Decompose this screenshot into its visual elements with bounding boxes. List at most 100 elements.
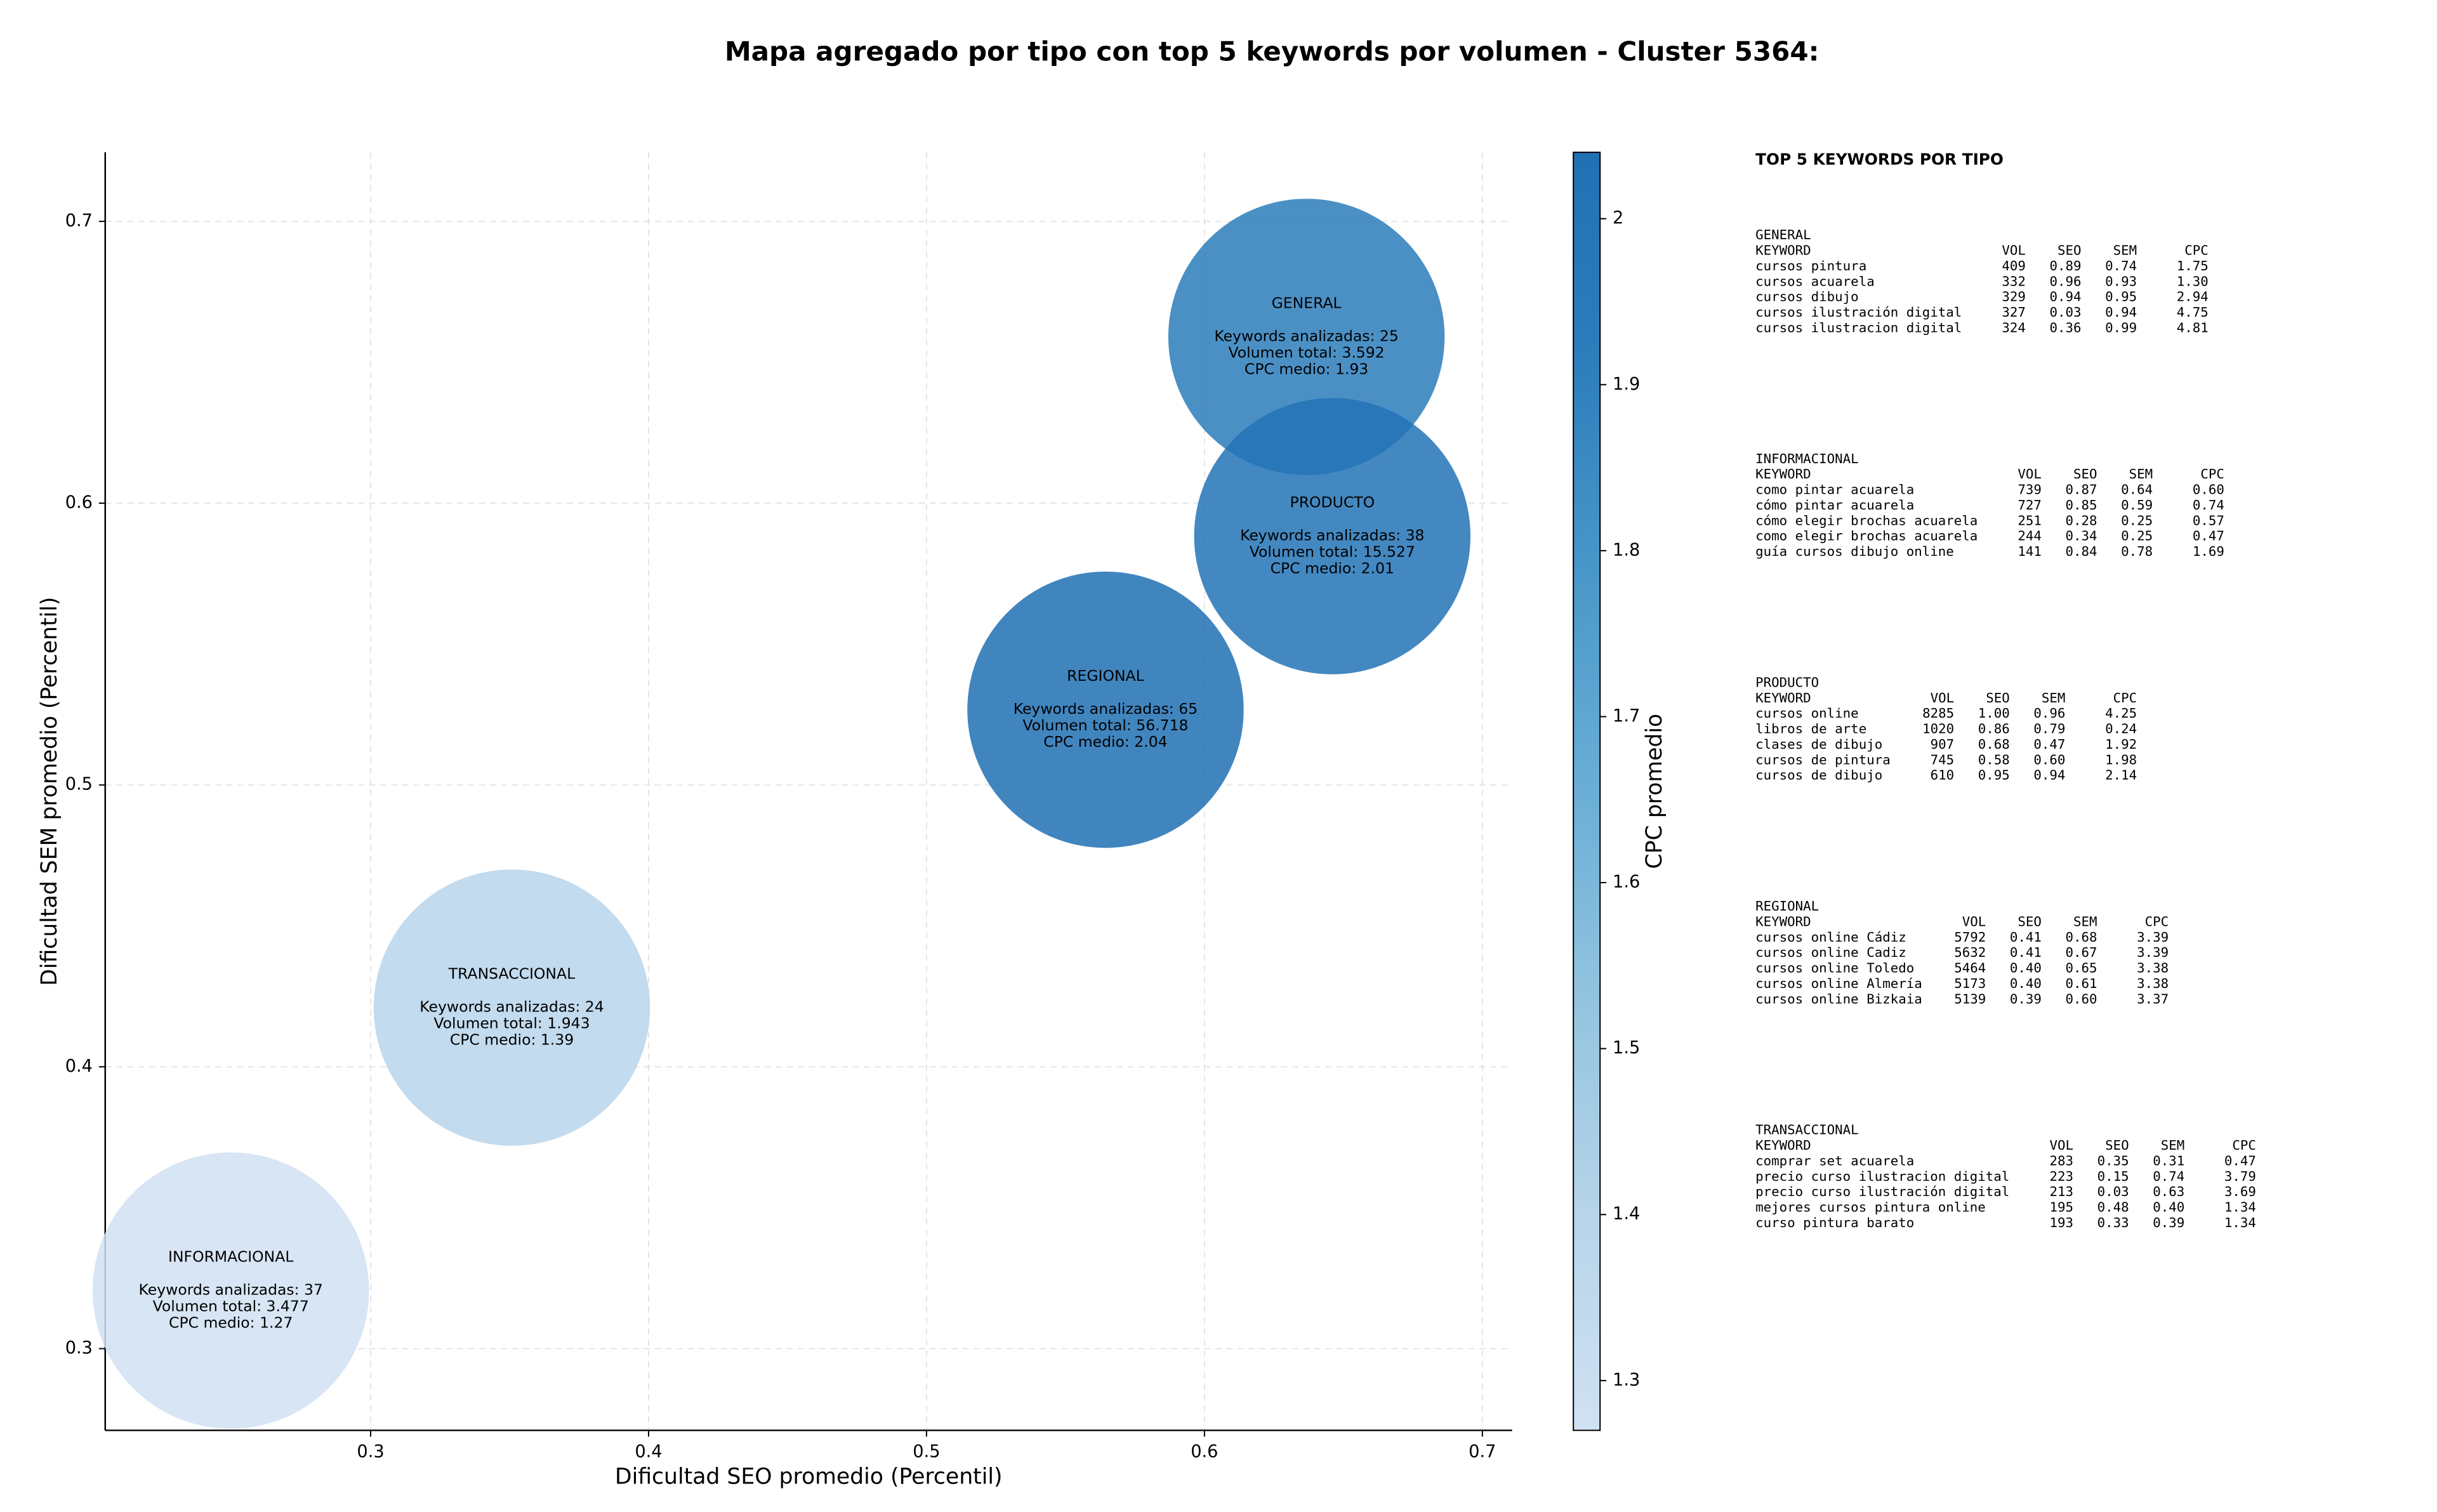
table-header: VOL: [2018, 466, 2042, 482]
table-cell: 324: [2002, 320, 2026, 335]
table-cell: 0.36: [2049, 320, 2081, 335]
bubble-annotation: CPC medio: 1.27: [169, 1313, 293, 1331]
bubble: [967, 571, 1244, 848]
table-cell: 0.87: [2066, 482, 2097, 497]
table-cell: 0.95: [1978, 768, 2010, 783]
table-header: SEM: [2042, 690, 2066, 706]
y-tick-label: 0.7: [65, 211, 93, 230]
table-cell: 0.89: [2049, 258, 2081, 273]
bubble: [1194, 398, 1471, 674]
table-cell: 2.94: [2177, 289, 2209, 305]
table-cell: 1020: [1922, 721, 1954, 737]
table-cell: cursos dibujo: [1755, 289, 1859, 305]
bubble-annotation: Volumen total: 56.718: [1022, 716, 1188, 734]
table-cell: libros de arte: [1755, 721, 1866, 737]
table-cell: 0.59: [2121, 497, 2153, 513]
colorbar-tick-label: 1.8: [1613, 540, 1640, 560]
bubble: [373, 869, 651, 1146]
bubble-annotation: Keywords analizadas: 25: [1214, 327, 1398, 345]
table-cell: 1.69: [2193, 544, 2224, 559]
bubble-annotation: Volumen total: 3.592: [1229, 343, 1385, 361]
bubble-name: GENERAL: [1272, 294, 1342, 312]
group-title: PRODUCTO: [1755, 674, 1819, 690]
table-cell: comprar set acuarela: [1755, 1153, 1914, 1168]
y-tick-label: 0.5: [65, 775, 93, 794]
bubble-annotation: Keywords analizadas: 38: [1240, 526, 1424, 544]
table-cell: 739: [2018, 482, 2042, 497]
table-header: CPC: [2145, 914, 2169, 929]
table-cell: 0.68: [2066, 930, 2097, 945]
table-cell: cursos ilustracion digital: [1755, 320, 1962, 335]
table-cell: 0.93: [2105, 273, 2137, 289]
x-tick-label: 0.6: [1191, 1442, 1218, 1461]
table-cell: 0.03: [2097, 1184, 2129, 1199]
table-header: CPC: [2200, 466, 2224, 482]
table-header: KEYWORD: [1755, 466, 1811, 482]
table-cell: 1.75: [2177, 258, 2209, 273]
table-cell: 3.39: [2137, 945, 2169, 960]
table-header: VOL: [1931, 690, 1955, 706]
table-cell: 1.34: [2224, 1200, 2256, 1215]
table-cell: 0.03: [2049, 305, 2081, 320]
table-cell: 5139: [1954, 991, 1986, 1006]
table-cell: 0.67: [2066, 945, 2097, 960]
table-cell: 1.92: [2105, 737, 2137, 752]
table-cell: cursos online Cádiz: [1755, 930, 1906, 945]
table-header: SEM: [2113, 243, 2137, 258]
bubble: [92, 1152, 369, 1429]
table-cell: 244: [2018, 529, 2042, 544]
table-cell: 141: [2018, 544, 2042, 559]
table-header: SEO: [1986, 690, 2010, 706]
x-tick-label: 0.3: [357, 1442, 384, 1461]
table-cell: 0.40: [2153, 1200, 2184, 1215]
table-cell: cursos acuarela: [1755, 273, 1875, 289]
group-title: REGIONAL: [1755, 898, 1819, 914]
table-cell: como pintar acuarela: [1755, 482, 1914, 497]
bubble-annotation: Keywords analizadas: 24: [419, 998, 604, 1016]
table-cell: 0.74: [2193, 497, 2224, 513]
table-cell: 327: [2002, 305, 2026, 320]
table-cell: 213: [2049, 1184, 2073, 1199]
bubble-annotation: Volumen total: 3.477: [153, 1297, 309, 1315]
table-cell: 0.34: [2066, 529, 2097, 544]
table-cell: cursos de pintura: [1755, 752, 1891, 767]
table-cell: 0.33: [2097, 1215, 2129, 1230]
table-header: KEYWORD: [1755, 243, 1811, 258]
table-cell: 1.30: [2177, 273, 2209, 289]
table-header: SEM: [2129, 466, 2153, 482]
table-cell: 0.58: [1978, 752, 2010, 767]
table-cell: 0.94: [2105, 305, 2137, 320]
table-cell: 0.85: [2066, 497, 2097, 513]
table-cell: 0.35: [2097, 1153, 2129, 1168]
bubble-name: TRANSACCIONAL: [448, 965, 575, 983]
bubble-annotation: CPC medio: 2.04: [1043, 733, 1167, 751]
table-cell: 3.39: [2137, 930, 2169, 945]
table-header: KEYWORD: [1755, 1138, 1811, 1153]
table-cell: cursos online Cadiz: [1755, 945, 1906, 960]
table-cell: 0.95: [2105, 289, 2137, 305]
table-cell: cursos de dibujo: [1755, 768, 1882, 783]
table-header: SEM: [2161, 1138, 2185, 1153]
table-cell: cursos ilustración digital: [1755, 305, 1962, 320]
table-cell: 0.25: [2121, 529, 2153, 544]
table-cell: cursos pintura: [1755, 258, 1866, 273]
table-cell: 0.64: [2121, 482, 2153, 497]
table-cell: precio curso ilustración digital: [1755, 1184, 2009, 1199]
panel-title: TOP 5 KEYWORDS POR TIPO: [1755, 150, 2004, 168]
table-cell: 0.57: [2193, 513, 2224, 528]
table-cell: 0.60: [2033, 752, 2065, 767]
table-header: VOL: [1962, 914, 1986, 929]
y-tick-label: 0.6: [65, 493, 93, 513]
table-cell: 0.60: [2193, 482, 2224, 497]
table-cell: clases de dibujo: [1755, 737, 1882, 752]
bubble-annotation: Keywords analizadas: 37: [139, 1281, 323, 1299]
bubble-annotation: Volumen total: 15.527: [1250, 542, 1415, 560]
table-cell: 5464: [1954, 961, 1986, 976]
table-cell: 0.40: [2010, 961, 2042, 976]
table-cell: 0.39: [2010, 991, 2042, 1006]
table-header: SEO: [2105, 1138, 2129, 1153]
y-axis-label: Dificultad SEM promedio (Percentil): [37, 597, 62, 986]
chart-title: Mapa agregado por tipo con top 5 keyword…: [725, 36, 1819, 67]
table-cell: 0.94: [2049, 289, 2081, 305]
